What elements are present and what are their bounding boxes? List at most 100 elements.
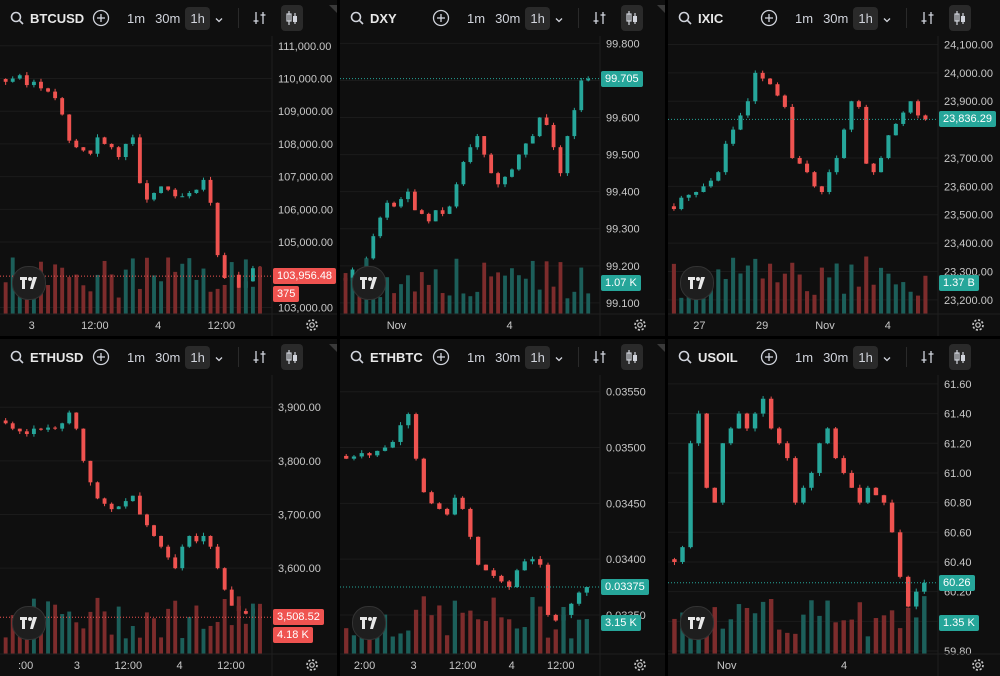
compare-add-icon[interactable] [760,9,778,27]
chevron-down-icon[interactable] [554,352,564,362]
compare-add-icon[interactable] [432,348,450,366]
price-chart[interactable]: 24,100.00 24,000.00 23,900.00 23,700.00 23,6… [668,36,1000,336]
resize-handle[interactable] [657,339,665,352]
interval-button-1m[interactable]: 1m [467,10,486,26]
symbol-name[interactable]: USOIL [698,349,738,365]
candle-body [905,576,911,607]
price-chart[interactable]: 0.035500.035000.034500.034000.033502:003… [340,375,665,676]
search-icon[interactable] [350,350,364,364]
candles-chart-type-icon[interactable] [620,344,643,370]
tradingview-logo[interactable] [12,266,46,300]
settings-gear-icon[interactable] [971,318,985,332]
settings-gear-icon[interactable] [633,318,647,332]
resize-handle[interactable] [657,0,665,13]
settings-gear-icon[interactable] [633,658,647,672]
chevron-down-icon[interactable] [882,13,892,23]
search-icon[interactable] [678,11,692,25]
settings-gear-icon[interactable] [305,658,319,672]
chart-pane-ixic[interactable]: IXIC 1m 30m 1h 24,100.00 24,000.00 23,900.00 23… [668,0,1000,336]
chart-pane-btcusd[interactable]: BTCUSD 1m 30m 1h 111,000.00 110,000.00 109,000… [0,0,337,336]
chart-pane-dxy[interactable]: DXY1m30m1h99.80099.70099.60099.50099.400… [340,0,665,336]
search-icon[interactable] [350,11,364,25]
tradingview-logo[interactable] [680,266,714,300]
indicators-icon[interactable] [919,348,937,366]
symbol-name[interactable]: ETHBTC [370,349,423,365]
settings-gear-icon[interactable] [971,658,985,672]
y-axis-tick: 99.800 [606,38,640,50]
interval-button-30m[interactable]: 30m [155,349,181,365]
interval-button-1h[interactable]: 1h [525,345,550,369]
interval-button-1m[interactable]: 1m [467,349,486,365]
compare-add-icon[interactable] [92,9,110,27]
interval-button-30m[interactable]: 30m [495,349,521,365]
price-chart[interactable]: 3,900.00 3,800.00 3,700.00 3,600.00:00 3 12:0… [0,375,337,676]
price-chart[interactable]: 111,000.00 110,000.00 109,000.00 108,000.00… [0,36,337,336]
chevron-down-icon[interactable] [882,352,892,362]
interval-button-1h[interactable]: 1h [185,6,210,30]
indicators-icon[interactable] [919,9,937,27]
volume-bar [10,615,15,654]
compare-add-icon[interactable] [92,348,110,366]
chart-pane-ethbtc[interactable]: ETHBTC 1m 30m 1h 0.03550 0.03500 0.03450 0.0340… [340,339,665,676]
candle-body [491,570,496,576]
volume-bar [553,629,558,654]
tradingview-logo[interactable] [12,606,46,640]
chart-pane-usoil[interactable]: USOIL 1m 30m 1h 61.60 61.40 61.20 61.00 60.80 60.… [668,339,1000,676]
interval-button-30m[interactable]: 30m [823,349,849,365]
tradingview-logo[interactable] [352,266,386,300]
interval-button-1m[interactable]: 1m [127,10,146,26]
candle-body [399,199,403,207]
settings-gear-icon[interactable] [305,318,319,332]
interval-button-1m[interactable]: 1m [795,10,814,26]
y-axis-tick: 60.80 [944,498,972,510]
candle-body [496,173,500,185]
chart-pane-ethusd[interactable]: ETHUSD 1m 30m 1h 3,900.00 3,800.00 3,700.00 3,6… [0,339,337,676]
compare-add-icon[interactable] [432,9,450,27]
indicators-icon[interactable] [591,348,609,366]
volume-bar [901,282,906,314]
indicators-icon[interactable] [251,9,269,27]
interval-button-1h[interactable]: 1h [853,6,878,30]
interval-button-1h[interactable]: 1h [853,345,878,369]
chevron-down-icon[interactable] [214,352,224,362]
volume-bar [514,628,520,654]
interval-button-1m[interactable]: 1m [795,349,814,365]
indicators-icon[interactable] [251,348,269,366]
x-axis-tick: 4 [841,660,847,672]
compare-add-icon[interactable] [760,348,778,366]
candles-chart-type-icon[interactable] [280,5,303,31]
volume-label: 4.18 K [273,627,313,644]
candle-body [102,498,107,504]
tradingview-logo[interactable] [680,606,714,640]
search-icon[interactable] [678,350,692,364]
volume-label: 3.15 K [601,614,641,631]
price-chart[interactable]: 61.6061.4061.2061.0060.8060.6060.4060.20… [668,375,1000,676]
volume-bar [672,618,677,654]
tradingview-logo[interactable] [352,606,386,640]
toolbar-divider [905,8,907,28]
symbol-name[interactable]: DXY [370,10,397,26]
symbol-name[interactable]: ETHUSD [30,349,84,365]
chevron-down-icon[interactable] [214,13,224,23]
resize-handle[interactable] [329,0,337,13]
search-icon[interactable] [10,350,24,364]
interval-button-30m[interactable]: 30m [155,10,181,26]
interval-button-1m[interactable]: 1m [127,349,146,365]
symbol-name[interactable]: BTCUSD [30,10,85,26]
interval-button-30m[interactable]: 30m [823,10,849,26]
resize-handle[interactable] [329,339,337,352]
chevron-down-icon[interactable] [554,13,564,23]
symbol-name[interactable]: IXIC [698,10,724,26]
interval-button-30m[interactable]: 30m [495,10,521,26]
indicators-icon[interactable] [591,9,609,27]
volume-bar [782,273,787,314]
candles-chart-type-icon[interactable] [280,344,303,370]
interval-button-1h[interactable]: 1h [185,345,210,369]
interval-button-1h[interactable]: 1h [525,6,550,30]
candles-chart-type-icon[interactable] [948,344,971,370]
candles-chart-type-icon[interactable] [620,5,643,31]
search-icon[interactable] [10,11,24,25]
candle-body [679,197,684,210]
candle-body [406,414,411,426]
candles-chart-type-icon[interactable] [948,5,971,31]
